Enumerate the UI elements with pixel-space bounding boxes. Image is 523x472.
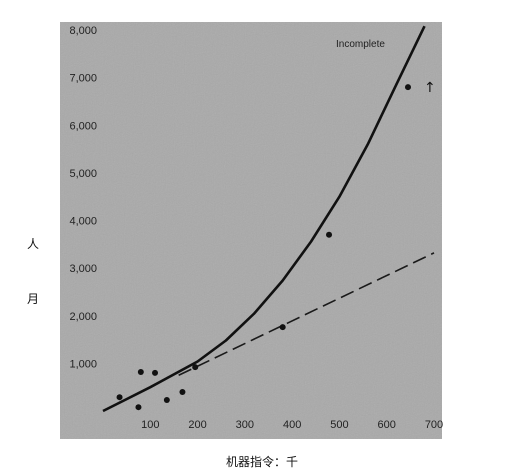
y-tick-label: 3,000 bbox=[69, 263, 97, 275]
y-tick-label: 6,000 bbox=[69, 120, 97, 132]
y-axis-label: 人 bbox=[27, 237, 39, 251]
x-tick-label: 600 bbox=[378, 419, 396, 431]
y-tick-label: 8,000 bbox=[69, 25, 97, 37]
data-point bbox=[279, 324, 286, 331]
x-tick-label: 700 bbox=[425, 419, 443, 431]
data-point bbox=[163, 397, 170, 404]
x-tick-label: 200 bbox=[188, 419, 206, 431]
data-point bbox=[326, 231, 333, 238]
data-point bbox=[192, 364, 199, 371]
data-point bbox=[137, 368, 144, 375]
data-point bbox=[179, 388, 186, 395]
data-point bbox=[116, 394, 123, 401]
y-tick-label: 2,000 bbox=[69, 311, 97, 323]
curve-line bbox=[102, 25, 426, 413]
chart-labels: 1,000 2,000 3,000 4,000 5,000 6,000 7,000 8,000… bbox=[27, 25, 443, 469]
trend-line bbox=[178, 252, 435, 377]
x-tick-label: 100 bbox=[141, 419, 159, 431]
data-point bbox=[404, 84, 411, 91]
up-arrow-icon: ↑ bbox=[424, 80, 436, 96]
y-tick-label: 7,000 bbox=[69, 73, 97, 85]
y-axis-label: 月 bbox=[27, 292, 39, 306]
y-tick-label: 5,000 bbox=[69, 168, 97, 180]
plot-texture bbox=[60, 22, 442, 439]
y-tick-label: 1,000 bbox=[69, 358, 97, 370]
chart-marks bbox=[102, 25, 435, 413]
x-tick-label: 400 bbox=[283, 419, 301, 431]
data-point bbox=[152, 369, 159, 376]
x-tick-label: 500 bbox=[330, 419, 348, 431]
data-point bbox=[135, 404, 142, 411]
x-axis-label: 机器指令：千 bbox=[226, 454, 298, 469]
annotation-incomplete: Incomplete bbox=[336, 39, 385, 50]
y-tick-label: 4,000 bbox=[69, 216, 97, 228]
x-tick-label: 300 bbox=[236, 419, 254, 431]
